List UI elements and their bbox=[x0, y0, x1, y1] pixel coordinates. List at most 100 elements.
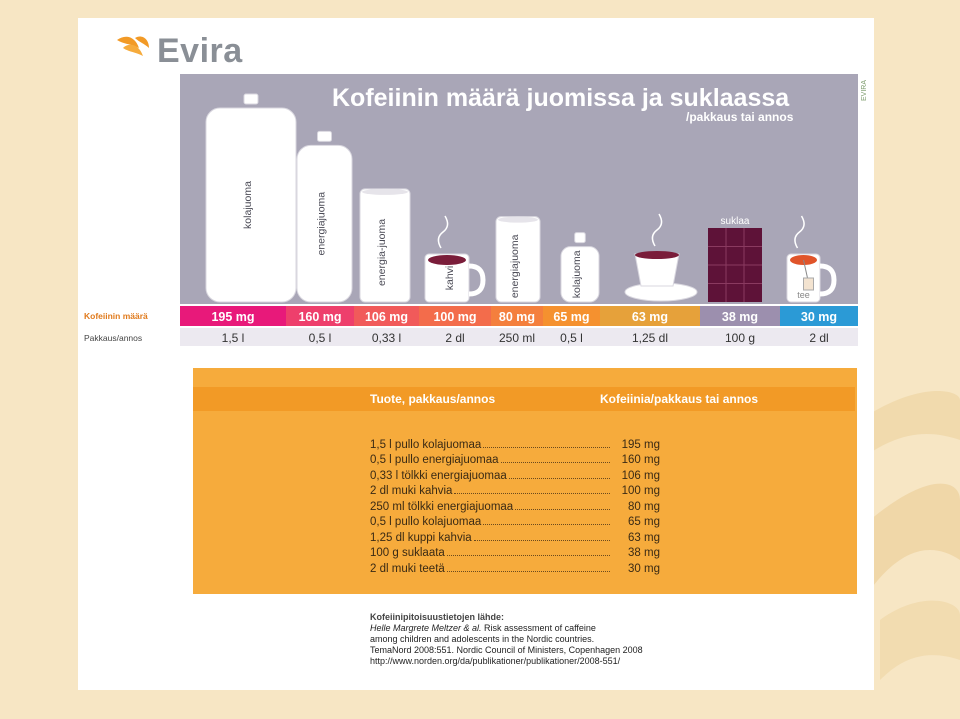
source-line-3: TemaNord 2008:551. Nordic Council of Min… bbox=[370, 645, 643, 655]
package-label: 2 dl bbox=[445, 331, 464, 345]
package-label: 1,5 l bbox=[222, 331, 245, 345]
leader-dots bbox=[515, 508, 610, 510]
tea-mug-icon bbox=[786, 215, 837, 303]
table-header-bar bbox=[193, 387, 855, 411]
evira-leaf-logo-icon bbox=[117, 36, 149, 56]
leader-dots bbox=[473, 539, 610, 541]
package-label: 0,33 l bbox=[372, 331, 401, 345]
table-row-product: 1,25 dl kuppi kahvia bbox=[370, 531, 472, 544]
table-row-product: 0,5 l pullo energiajuomaa bbox=[370, 454, 499, 466]
table-row: 0,5 l pullo energiajuomaa 160 mg bbox=[370, 451, 660, 466]
table-row-product: 2 dl muki kahvia bbox=[370, 485, 453, 497]
table-row-value: 63 mg bbox=[628, 531, 660, 544]
value-label: 160 mg bbox=[298, 310, 341, 324]
table-row-value: 38 mg bbox=[628, 547, 660, 559]
value-band-cell bbox=[600, 306, 700, 326]
leader-dots bbox=[446, 570, 610, 572]
chocolate-bar-icon bbox=[708, 228, 762, 302]
package-label: 2 dl bbox=[809, 331, 828, 345]
value-label: 195 mg bbox=[211, 310, 254, 324]
caffeine-chart: 195 mg 160 mg 106 mg 100 mg 80 mg 65 mg 63 mg 3… bbox=[180, 93, 858, 346]
category-label: energia-juoma bbox=[376, 219, 388, 286]
package-label: 250 ml bbox=[499, 331, 535, 345]
leader-dots bbox=[500, 462, 610, 463]
value-band-cell bbox=[419, 306, 491, 326]
source-line-4: http://www.norden.org/da/publikationer/p… bbox=[370, 656, 621, 666]
table-row-value: 100 mg bbox=[621, 485, 660, 497]
table-row: 2 dl muki kahvia 100 mg bbox=[370, 482, 660, 497]
package-row bbox=[180, 328, 858, 346]
chart-subtitle: /pakkaus tai annos bbox=[686, 110, 794, 124]
value-label: 38 mg bbox=[722, 310, 758, 324]
value-band-cell bbox=[180, 306, 286, 326]
drink-bottle-icon bbox=[296, 130, 353, 303]
caffeine-row-label: Kofeiinin määrä bbox=[84, 311, 148, 321]
table-row: 100 g suklaata 38 mg bbox=[370, 544, 660, 559]
value-band-cell bbox=[700, 306, 780, 326]
steam-icon bbox=[794, 215, 805, 249]
table-row: 1,5 l pullo kolajuomaa 195 mg bbox=[370, 435, 660, 451]
value-label: 30 mg bbox=[801, 310, 837, 324]
table-header-product: Tuote, pakkaus/annos bbox=[370, 392, 496, 406]
coffee-cup-icon bbox=[624, 213, 698, 302]
table-row-product: 250 ml tölkki energiajuomaa bbox=[370, 500, 514, 513]
drink-bottle-icon bbox=[560, 232, 600, 303]
tea-tag-icon bbox=[803, 277, 814, 291]
source-title: Kofeiinipitoisuustietojen lähde: bbox=[370, 612, 505, 622]
leader-dots bbox=[483, 524, 610, 525]
table-row: 1,25 dl kuppi kahvia 63 mg bbox=[370, 528, 660, 544]
chart-title: Kofeiinin määrä juomissa ja suklaassa bbox=[332, 84, 790, 112]
drink-can-icon bbox=[359, 188, 411, 303]
leader-dots bbox=[483, 446, 610, 448]
package-label: 0,5 l bbox=[560, 331, 583, 345]
value-band-cell bbox=[780, 306, 858, 326]
value-label: 106 mg bbox=[365, 310, 408, 324]
logo-text: Evira bbox=[157, 32, 243, 70]
value-label: 80 mg bbox=[499, 310, 535, 324]
package-label: 1,25 dl bbox=[632, 331, 668, 345]
table-row-value: 30 mg bbox=[628, 562, 660, 575]
category-label: kahvi bbox=[444, 266, 456, 291]
table-row-product: 1,5 l pullo kolajuomaa bbox=[370, 438, 482, 451]
value-band-cell bbox=[491, 306, 543, 326]
category-label: kolajuoma bbox=[571, 250, 583, 298]
table-row-value: 160 mg bbox=[621, 454, 660, 466]
drink-can-icon bbox=[495, 216, 541, 303]
leader-dots bbox=[454, 493, 610, 494]
source-line-1: Risk assessment of caffeine bbox=[481, 623, 596, 633]
steam-icon bbox=[651, 213, 663, 247]
table-row-product: 2 dl muki teetä bbox=[370, 562, 445, 575]
value-label: 63 mg bbox=[632, 310, 668, 324]
source-note: Kofeiinipitoisuustietojen lähde: Helle M… bbox=[370, 612, 643, 667]
package-row-label: Pakkaus/annos bbox=[84, 333, 143, 343]
table-header-caffeine: Kofeiinia/pakkaus tai annos bbox=[600, 392, 759, 406]
table-row: 250 ml tölkki energiajuomaa 80 mg bbox=[370, 497, 660, 513]
package-label: 100 g bbox=[725, 331, 755, 345]
table-row-product: 0,5 l pullo kolajuomaa bbox=[370, 516, 482, 528]
leader-dots bbox=[508, 477, 610, 479]
table-row: 0,33 l tölkki energiajuomaa 106 mg bbox=[370, 466, 660, 482]
source-line-2: among children and adolescents in the No… bbox=[370, 634, 595, 644]
value-band-cell bbox=[354, 306, 419, 326]
category-label: kolajuoma bbox=[242, 181, 254, 229]
steam-icon bbox=[437, 215, 449, 249]
category-label: suklaa bbox=[721, 216, 750, 227]
coffee-cup-icon bbox=[424, 215, 486, 303]
table-row: 2 dl muki teetä 30 mg bbox=[370, 559, 660, 575]
drink-bottle-icon bbox=[205, 93, 297, 303]
value-band-cell bbox=[286, 306, 354, 326]
table-row-value: 106 mg bbox=[621, 469, 660, 482]
category-label: energiajuoma bbox=[316, 192, 328, 256]
category-label: energiajuoma bbox=[509, 234, 521, 298]
leader-dots bbox=[446, 555, 610, 556]
category-label: kahvi bbox=[645, 272, 668, 283]
table-row: 0,5 l pullo kolajuomaa 65 mg bbox=[370, 513, 660, 528]
table-row-value: 195 mg bbox=[621, 438, 660, 451]
table-row-product: 100 g suklaata bbox=[370, 547, 445, 559]
table-row-product: 0,33 l tölkki energiajuomaa bbox=[370, 469, 507, 482]
category-label: tee bbox=[797, 290, 810, 300]
package-label: 0,5 l bbox=[309, 331, 332, 345]
value-band-cell bbox=[543, 306, 600, 326]
caffeine-table: 1,5 l pullo kolajuomaa 195 mg 0,5 l pullo… bbox=[370, 435, 660, 575]
